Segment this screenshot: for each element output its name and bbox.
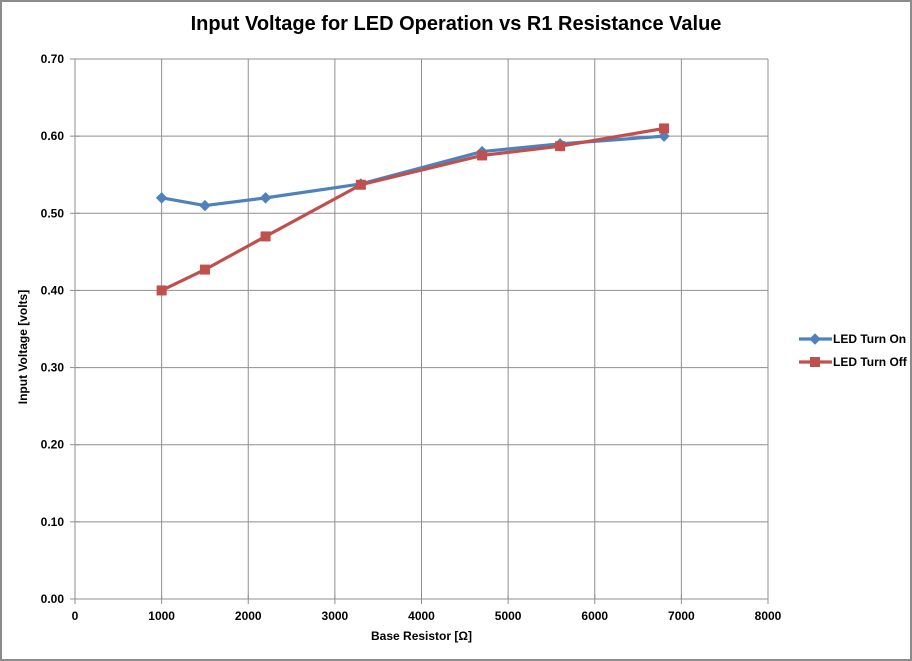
data-point-marker-1 xyxy=(477,150,488,161)
y-tick-label: 0.10 xyxy=(41,515,65,529)
y-tick-label: 0.40 xyxy=(41,283,65,297)
y-tick-label: 0.20 xyxy=(41,438,65,452)
y-axis-title: Input Voltage [volts] xyxy=(16,289,30,405)
data-point-marker-1 xyxy=(260,231,271,242)
x-tick-label: 0 xyxy=(72,609,79,623)
chart-title: Input Voltage for LED Operation vs R1 Re… xyxy=(190,13,722,35)
data-point-marker-1 xyxy=(355,179,366,190)
data-point-marker-1 xyxy=(555,141,566,152)
x-tick-label: 3000 xyxy=(322,609,349,623)
y-tick-label: 0.60 xyxy=(41,129,65,143)
x-tick-label: 6000 xyxy=(581,609,608,623)
y-tick-label: 0.30 xyxy=(41,361,65,375)
legend-item-led-turn-on: LED Turn On xyxy=(799,332,907,346)
legend-label: LED Turn On xyxy=(833,332,907,346)
legend-item-led-turn-off: LED Turn Off xyxy=(799,355,907,369)
data-point-marker-1 xyxy=(199,264,210,275)
y-tick-label: 0.70 xyxy=(41,52,65,66)
legend-swatch-line-diamond-icon xyxy=(799,333,832,345)
legend-marker xyxy=(810,357,820,367)
x-tick-label: 7000 xyxy=(668,609,695,623)
x-tick-label: 2000 xyxy=(235,609,262,623)
series-line-1 xyxy=(160,126,666,293)
x-tick-label: 1000 xyxy=(148,609,175,623)
data-point-marker-1 xyxy=(659,123,670,134)
y-tick-label: 0.50 xyxy=(41,206,65,220)
data-point-marker-0 xyxy=(199,199,211,212)
data-point-marker-0 xyxy=(658,130,670,142)
legend-swatch-line-square-icon xyxy=(799,357,832,367)
data-point-marker-1 xyxy=(156,285,167,296)
legend-label: LED Turn Off xyxy=(833,355,907,369)
data-point-marker-0 xyxy=(155,192,168,204)
x-tick-label: 5000 xyxy=(495,609,522,623)
legend-marker xyxy=(809,333,821,345)
y-tick-label: 0.00 xyxy=(41,592,65,606)
x-tick-label: 8000 xyxy=(755,609,782,623)
x-tick-label: 4000 xyxy=(408,609,435,623)
data-point-marker-0 xyxy=(259,192,272,204)
legend: LED Turn On LED Turn Off xyxy=(799,332,907,369)
x-axis-title: Base Resistor [Ω] xyxy=(371,629,472,643)
